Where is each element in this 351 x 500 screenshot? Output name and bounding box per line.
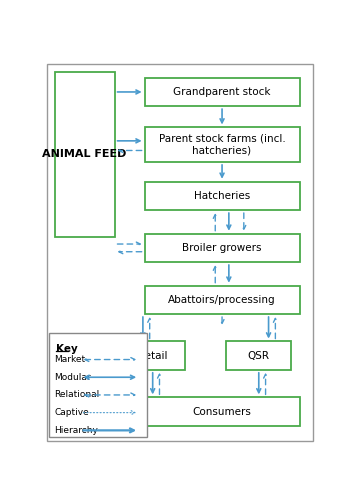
Text: QSR: QSR xyxy=(248,350,270,360)
Text: Consumers: Consumers xyxy=(193,406,251,416)
Bar xyxy=(145,78,299,106)
Text: Hierarchy: Hierarchy xyxy=(54,426,98,435)
Bar xyxy=(55,72,115,237)
Bar xyxy=(145,128,299,162)
Text: Captive: Captive xyxy=(54,408,89,417)
Text: Broiler growers: Broiler growers xyxy=(182,243,262,253)
Text: Hatcheries: Hatcheries xyxy=(194,191,250,201)
Bar xyxy=(49,334,147,438)
Text: Key: Key xyxy=(56,344,78,354)
Text: Retail: Retail xyxy=(138,350,167,360)
Text: ANIMAL FEED: ANIMAL FEED xyxy=(42,150,127,160)
Bar xyxy=(145,234,299,262)
Text: Market: Market xyxy=(54,355,85,364)
Text: Abattoirs/processing: Abattoirs/processing xyxy=(168,295,276,305)
Bar xyxy=(145,182,299,210)
Text: Relational: Relational xyxy=(54,390,99,400)
Text: Modular: Modular xyxy=(54,372,91,382)
Bar xyxy=(145,286,299,314)
Bar xyxy=(145,398,299,426)
Text: Parent stock farms (incl.
hatcheries): Parent stock farms (incl. hatcheries) xyxy=(159,134,285,156)
Text: Grandparent stock: Grandparent stock xyxy=(173,87,271,97)
Bar xyxy=(226,342,291,370)
Bar xyxy=(120,342,185,370)
